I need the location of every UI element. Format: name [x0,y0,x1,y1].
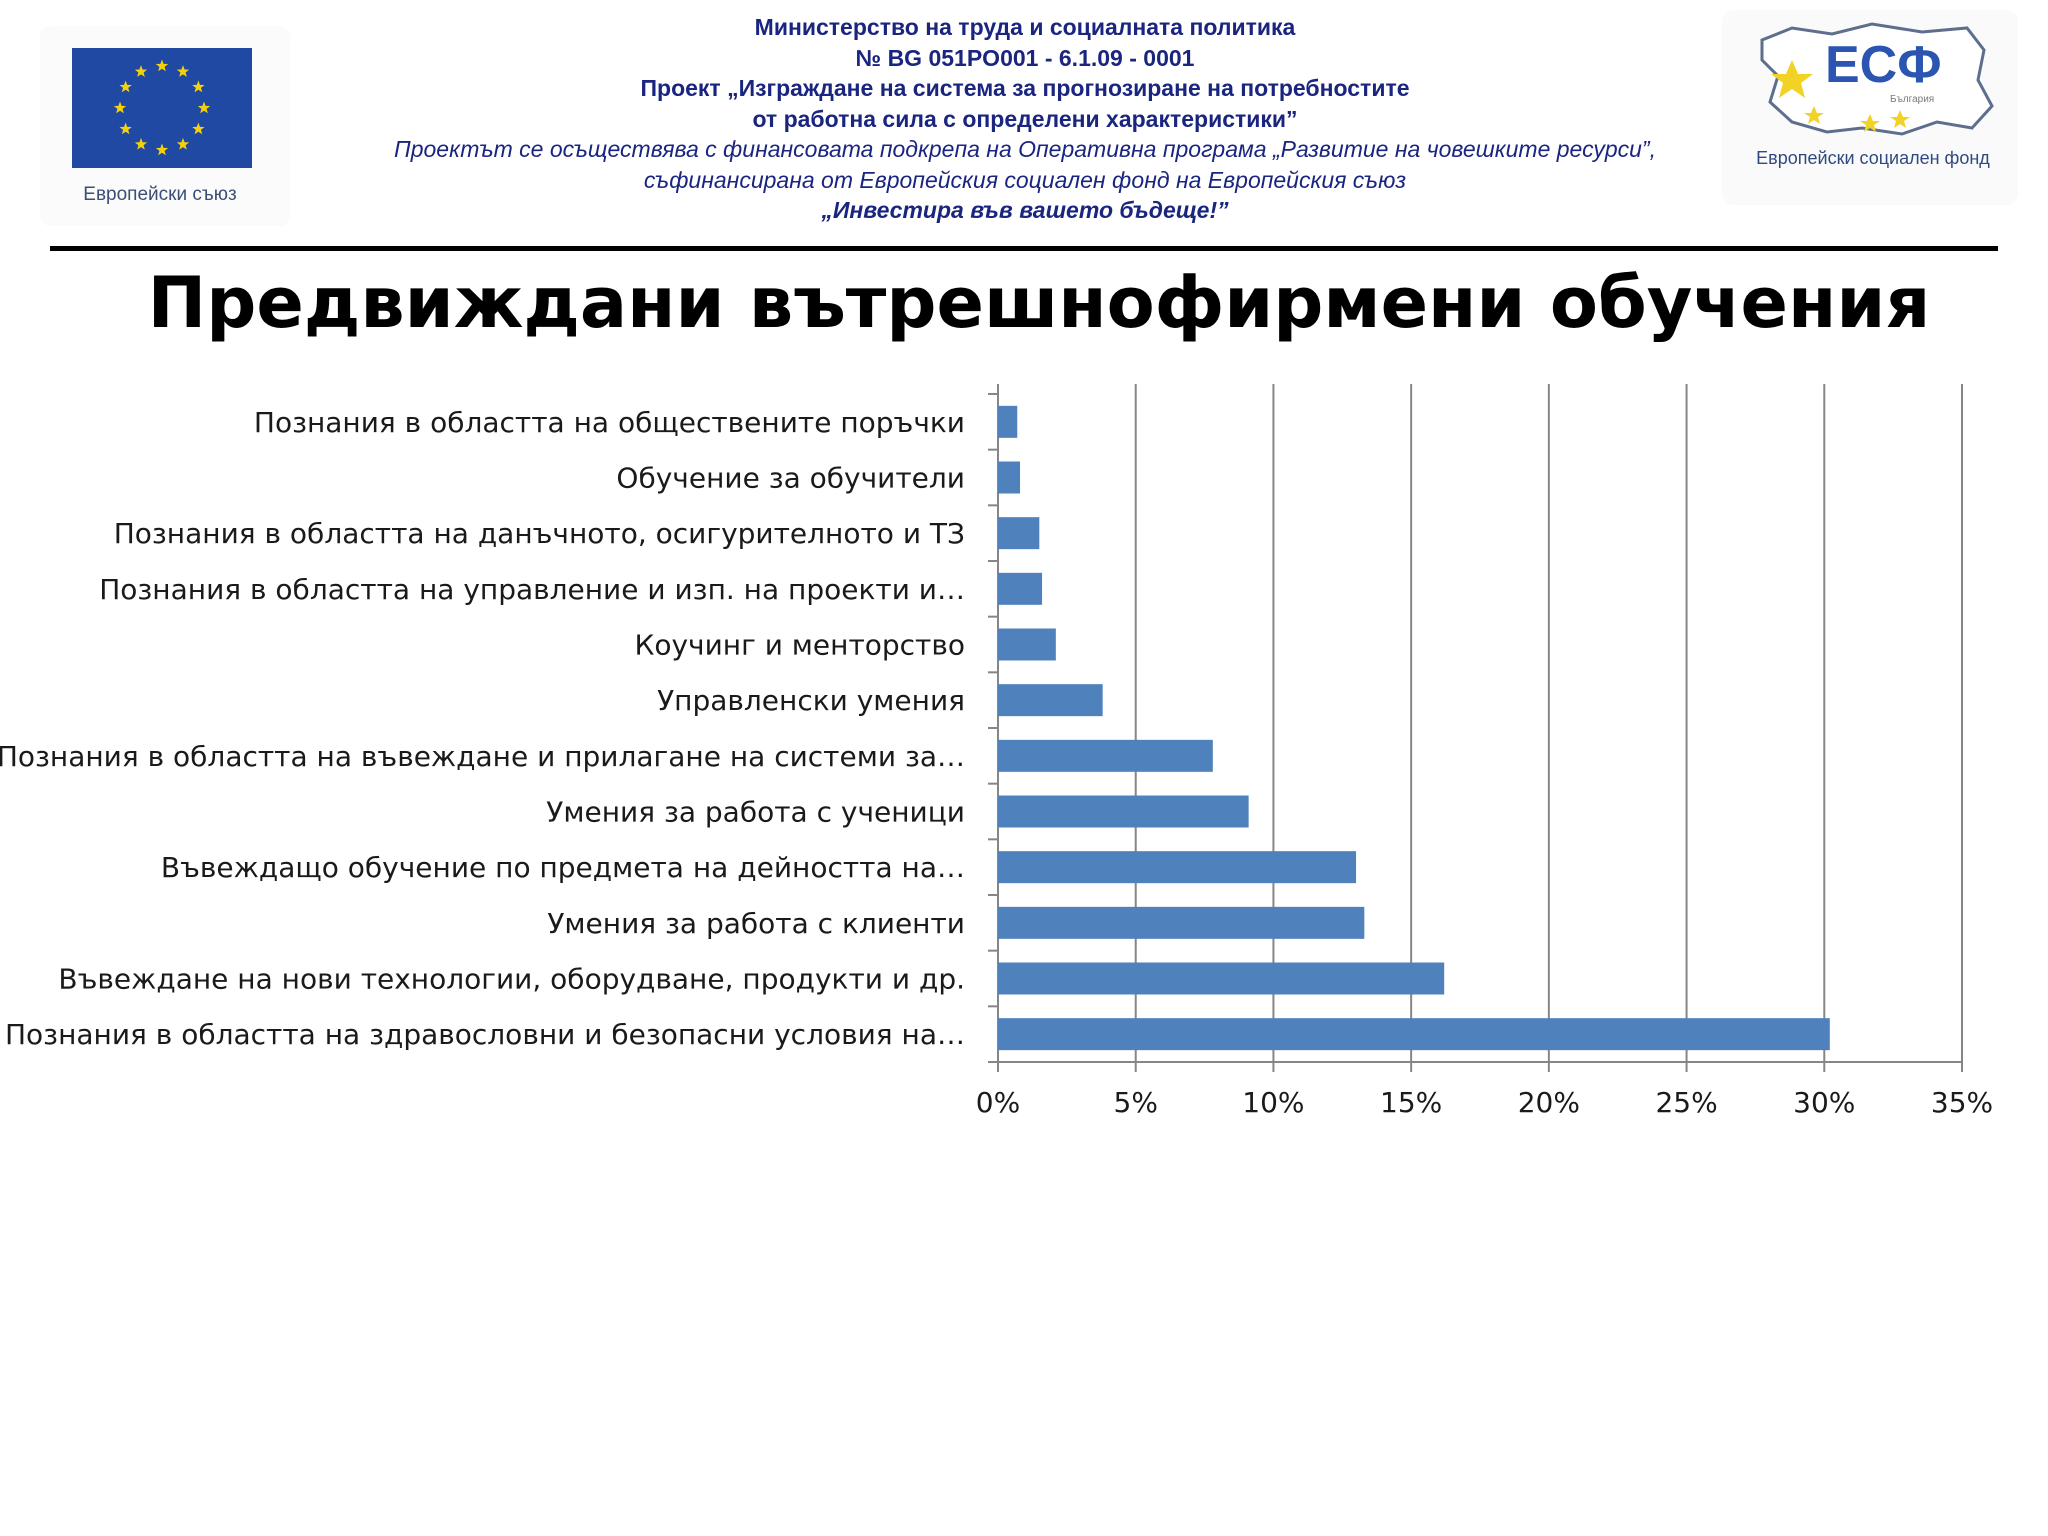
eu-star-icon [192,80,205,93]
chart-canvas: 0% 5% 10% 15% 20% 25% 30% 35% Познания в областт… [0,384,1993,1119]
header-text: Министерство на труда и социалната полит… [300,12,1750,226]
bar [998,461,1021,494]
x-tick-label: 30% [1793,1086,1855,1119]
header-ministry: Министерство на труда и социалната полит… [754,14,1296,40]
esf-caption: Европейски социален фонд [1756,148,1990,168]
bar [998,405,1018,438]
header-project-number: № BG 051PO001 - 6.1.09 - 0001 [855,44,1195,71]
bar [998,517,1040,550]
eu-star-icon [119,80,132,93]
x-tick-label: 10% [1242,1086,1304,1119]
x-tick-label: 0% [976,1086,1020,1119]
category-label: Управленски умения [657,684,965,717]
eu-flag-icon [72,48,252,168]
slide-title: Предвиждани вътрешнофирмени обучения [147,262,1931,344]
bar-chart: 0% 5% 10% 15% 20% 25% 30% 35% Познания в областт… [0,380,2048,1480]
bar [998,684,1103,717]
header-funding-2: съфинансирана от Европейския социален фо… [643,166,1407,193]
esf-logo: ЕСФ България Европейски социален фонд [1722,10,2018,205]
x-tick-label: 25% [1655,1086,1717,1119]
category-label: Умения за работа с ученици [546,796,965,829]
x-tick-label: 15% [1380,1086,1442,1119]
esf-country: България [1890,94,1934,105]
eu-caption: Европейски съюз [83,184,237,205]
category-label: Въвеждане на нови технологии, оборудване… [58,963,965,996]
header-project-title-1: Проект „Изграждане на система за прогноз… [640,75,1410,101]
eu-star-icon [192,122,205,135]
bar [998,572,1043,605]
category-label: Познания в областта на управление и изп.… [99,573,965,606]
eu-star-icon [176,65,190,77]
slide-header: Европейски съюз Министерство на труда и … [0,0,2048,250]
category-label: Познания в областта на обществените поръ… [254,406,965,439]
eu-star-icon [155,143,169,156]
eu-star-icon [134,137,148,150]
bar [998,962,1445,995]
category-label: Познания в областта на здравословни и бе… [5,1018,965,1051]
eu-star-icon [113,101,127,114]
bar [998,795,1249,828]
header-divider [50,246,1998,251]
x-tick-label: 35% [1931,1086,1993,1119]
eu-star-icon [155,59,169,72]
eu-star-icon [119,122,132,135]
category-label: Коучинг и менторство [634,629,965,662]
eu-star-icon [197,101,211,114]
category-label: Познания в областта на въвеждане и прила… [0,740,965,773]
eu-logo: Европейски съюз [40,26,290,226]
category-label: Умения за работа с клиенти [547,907,965,940]
header-slogan: „Инвестира във вашето бъдеще!” [821,197,1229,223]
esf-mark: ЕСФ [1825,36,1942,94]
x-tick-label: 20% [1518,1086,1580,1119]
eu-star-icon [134,65,148,77]
header-project-title-2: от работна сила с определени характерист… [752,105,1298,132]
category-label: Познания в областта на данъчното, осигур… [114,517,965,550]
esf-map-icon: ЕСФ България [1760,22,1994,136]
bar [998,851,1357,884]
eu-star-icon [176,137,190,150]
category-label: Обучение за обучители [616,462,965,495]
bar [998,739,1213,772]
bar [998,1018,1830,1051]
x-tick-label: 5% [1114,1086,1158,1119]
category-label: Въвеждащо обучение по предмета на дейнос… [161,851,965,884]
bar [998,628,1056,661]
bar [998,906,1365,939]
header-funding-1: Проектът се осъществява с финансовата по… [394,136,1656,162]
